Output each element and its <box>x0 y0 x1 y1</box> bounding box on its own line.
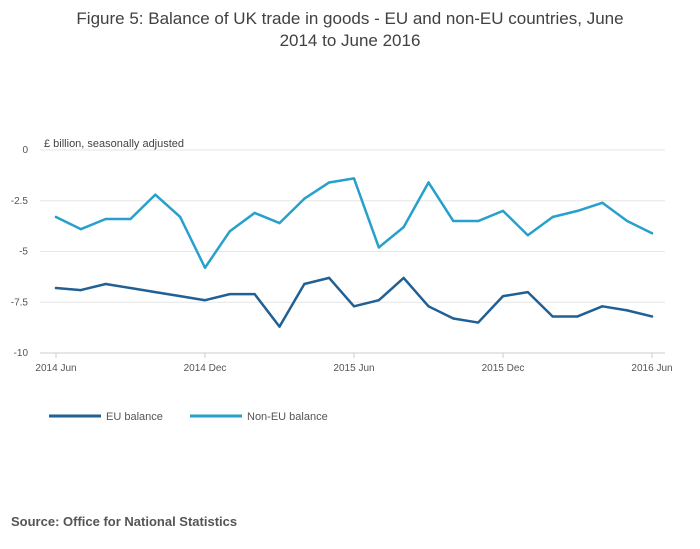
y-axis-ticks: 0 -2.5 -5 -7.5 -10 <box>11 145 29 359</box>
chart-title: Figure 5: Balance of UK trade in goods -… <box>76 9 623 50</box>
data-point <box>526 234 530 237</box>
data-point <box>253 211 256 215</box>
data-point <box>601 201 604 204</box>
data-point <box>327 276 331 280</box>
x-tick-label: 2016 Jun <box>631 363 672 374</box>
x-tick-label: 2014 Dec <box>184 363 227 374</box>
y-tick-label: -10 <box>14 348 29 359</box>
series-non-eu-balance <box>54 177 654 269</box>
data-point <box>104 282 107 286</box>
data-point <box>154 290 157 294</box>
data-point <box>476 321 480 324</box>
legend-item-eu[interactable]: EU balance <box>49 411 163 423</box>
data-point <box>79 288 83 292</box>
data-point <box>203 266 207 269</box>
data-point <box>576 209 579 213</box>
data-point <box>650 232 654 235</box>
data-point <box>352 305 356 308</box>
data-point <box>625 309 629 312</box>
x-axis: 2014 Jun 2014 Dec 2015 Jun 2015 Dec 2016 Jun <box>35 352 673 374</box>
data-point <box>129 217 132 221</box>
data-point <box>377 299 381 302</box>
data-point <box>278 325 281 328</box>
data-point <box>427 305 430 308</box>
data-point <box>476 219 480 223</box>
legend-label-non-eu: Non-EU balance <box>247 411 328 423</box>
data-point <box>303 282 306 286</box>
series-eu-balance <box>54 276 654 328</box>
chart-title-line-2: 2014 to June 2016 <box>280 31 421 50</box>
data-point <box>551 215 554 219</box>
data-point <box>253 292 256 296</box>
data-point <box>79 227 83 231</box>
y-tick-label: -5 <box>19 247 28 258</box>
data-point <box>526 290 530 294</box>
data-point <box>601 305 604 308</box>
data-point <box>327 181 331 184</box>
data-point <box>452 317 455 320</box>
legend-label-eu: EU balance <box>106 411 163 423</box>
data-point <box>203 299 207 302</box>
source-note: Source: Office for National Statistics <box>11 514 237 529</box>
x-tick-label: 2014 Jun <box>35 363 76 374</box>
data-point <box>178 215 182 219</box>
data-point <box>452 219 455 223</box>
y-tick-label: 0 <box>22 145 28 156</box>
data-point <box>54 215 58 219</box>
data-point <box>650 315 654 318</box>
data-point <box>54 286 58 290</box>
data-point <box>551 315 554 318</box>
data-point <box>303 197 306 200</box>
data-point <box>576 315 579 318</box>
grid-lines <box>40 149 665 303</box>
data-point <box>625 219 629 223</box>
legend-item-non-eu[interactable]: Non-EU balance <box>190 411 328 423</box>
data-point <box>228 292 232 296</box>
unit-label: £ billion, seasonally adjusted <box>44 138 184 150</box>
data-point <box>278 221 281 225</box>
data-point <box>402 276 405 280</box>
data-point <box>129 286 132 290</box>
y-tick-label: -7.5 <box>11 297 29 308</box>
data-point <box>427 181 430 184</box>
data-point <box>501 294 505 298</box>
data-point <box>352 177 356 180</box>
data-point <box>178 294 182 298</box>
data-point <box>402 225 405 229</box>
series-line <box>54 177 654 269</box>
data-point <box>228 230 232 233</box>
plot-area <box>54 177 654 328</box>
data-point <box>154 193 157 196</box>
y-tick-label: -2.5 <box>11 196 29 207</box>
data-point <box>377 246 381 249</box>
chart-title-line-1: Figure 5: Balance of UK trade in goods -… <box>76 9 623 28</box>
legend: EU balance Non-EU balance <box>49 411 328 423</box>
x-tick-label: 2015 Dec <box>482 363 525 374</box>
x-tick-label: 2015 Jun <box>333 363 374 374</box>
data-point <box>501 209 505 213</box>
data-point <box>104 217 107 221</box>
